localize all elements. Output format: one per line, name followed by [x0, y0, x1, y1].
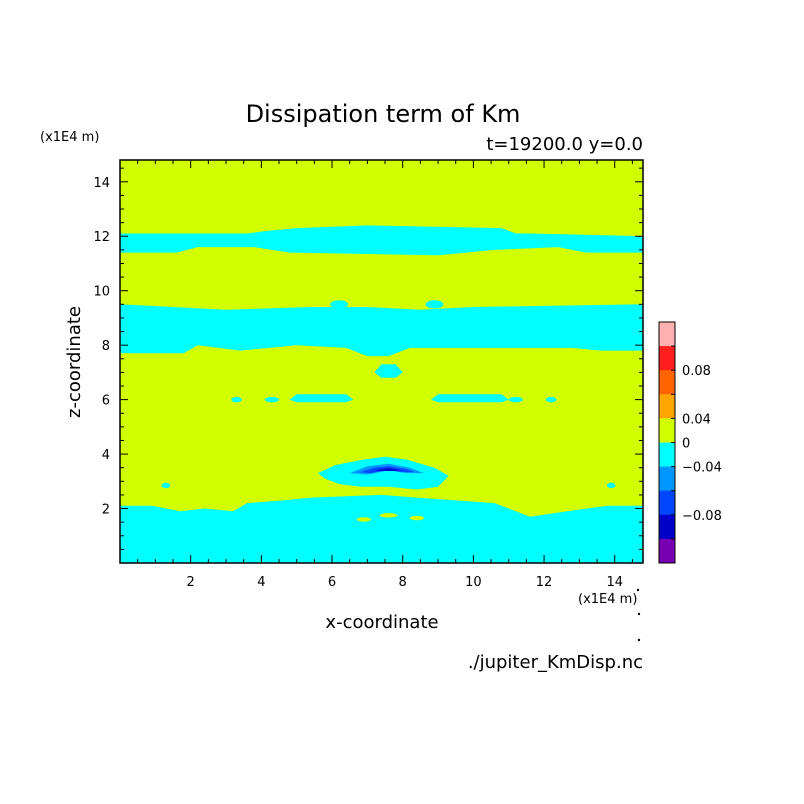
x-tick-label: 6 [328, 575, 336, 590]
contour-region-0 [120, 494, 643, 563]
axis-end-dot [636, 588, 640, 592]
colorbar-swatch [659, 442, 675, 468]
x-tick-label: 4 [257, 575, 265, 590]
colorbar-swatch [659, 346, 675, 371]
contour-region-17 [425, 300, 444, 309]
y-tick-label: 2 [102, 503, 110, 518]
y-tick-label: 8 [102, 339, 110, 354]
x-tick-label: 2 [187, 575, 195, 590]
axis-end-dot [637, 638, 641, 642]
contour-region-9 [374, 468, 403, 471]
colorbar: 0.08 0.04 0 −0.04 −0.08 [658, 321, 722, 564]
colorbar-swatch [659, 370, 675, 395]
chart-subtitle: t=19200.0 y=0.0 [486, 134, 643, 155]
contour-region-5 [374, 364, 403, 378]
colorbar-swatch [659, 418, 675, 443]
contour-region-12 [508, 396, 523, 403]
colorbar-swatch [659, 394, 675, 419]
contour-region-14 [161, 482, 171, 489]
x-tick-label: 8 [399, 575, 407, 590]
contour-region-11 [264, 396, 280, 403]
plot-area [120, 160, 643, 563]
contour-region-16 [330, 300, 348, 309]
contour-region-19 [379, 513, 398, 518]
y-unit-label: (x1E4 m) [40, 130, 99, 145]
y-tick-label: 6 [102, 394, 110, 409]
contour-region-15 [606, 482, 616, 489]
colorbar-label: 0.08 [682, 364, 711, 379]
x-tick-label: 10 [465, 575, 482, 590]
x-tick-label: 14 [606, 575, 623, 590]
contour-region-4 [431, 394, 509, 403]
contour-region-6 [317, 456, 449, 490]
y-tick-label: 14 [93, 176, 110, 191]
y-tick-label: 12 [93, 230, 110, 245]
y-axis-title: z-coordinate [64, 306, 85, 418]
colorbar-swatch [659, 538, 675, 564]
plot-frame [119, 159, 644, 564]
colorbar-label: −0.04 [682, 461, 722, 476]
colorbar-swatch [659, 466, 675, 492]
y-tick-label: 10 [93, 285, 110, 300]
x-unit-label: (x1E4 m) [578, 592, 637, 607]
chart-title: Dissipation term of Km [246, 100, 521, 128]
colorbar-swatch [659, 490, 675, 516]
contour-region-1 [120, 304, 643, 357]
colorbar-label: −0.08 [682, 509, 722, 524]
colorbar-label: 0 [682, 437, 690, 452]
axis-end-dot [637, 612, 641, 616]
colorbar-swatch [659, 514, 675, 540]
contour-region-13 [545, 396, 557, 403]
contour-region-20 [409, 515, 424, 521]
filename-label: ./jupiter_KmDisp.nc [468, 652, 643, 673]
x-axis-title: x-coordinate [325, 612, 438, 633]
y-tick-label: 4 [102, 448, 110, 463]
contour-region-18 [356, 517, 371, 522]
contour-region-2 [120, 225, 643, 256]
x-tick-label: 12 [536, 575, 553, 590]
colorbar-swatch [659, 322, 675, 347]
contour-region-3 [289, 394, 354, 403]
axes: 2 4 6 8 10 12 14 2 4 6 8 10 12 14 [93, 159, 644, 642]
contour-region-10 [231, 396, 242, 403]
colorbar-label: 0.04 [682, 412, 711, 427]
